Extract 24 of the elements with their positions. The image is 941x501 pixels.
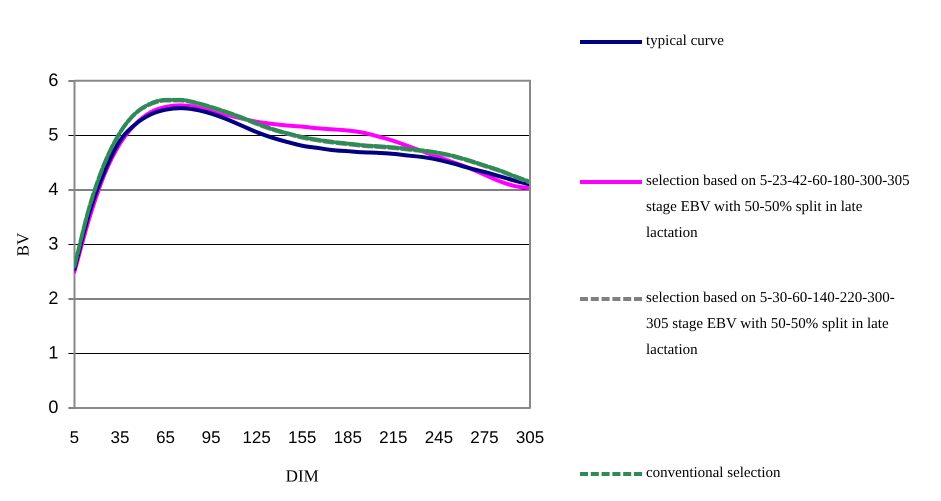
y-tick-label: 6 (48, 70, 58, 90)
x-tick-label: 5 (70, 428, 80, 448)
y-tick-label: 5 (48, 124, 58, 144)
y-tick-label: 0 (48, 397, 58, 418)
y-tick-label: 4 (48, 178, 58, 199)
legend-label: selection based on 5-30-60-140-220-300-305 stage EBV with 50-50% split in late lactation (646, 289, 896, 360)
x-tick-label: 215 (379, 428, 408, 448)
legend-label: selection based on 5-23-42-60-180-300-305 stage EBV with 50-50% split in late lactation (646, 172, 911, 243)
y-tick-label: 2 (48, 288, 58, 308)
x-tick-label: 275 (470, 428, 499, 448)
x-tick-label: 125 (242, 428, 271, 448)
x-tick-label: 65 (156, 428, 175, 448)
x-tick-label: 185 (334, 428, 362, 448)
y-tick-label: 1 (48, 342, 58, 363)
x-tick-label: 155 (288, 428, 316, 448)
x-axis-title: DIM (286, 466, 319, 486)
y-axis-title: BV (14, 232, 33, 256)
x-tick-label: 35 (110, 428, 130, 448)
y-tick-label: 3 (48, 233, 58, 254)
legend-label: conventional selection (646, 464, 782, 483)
x-tick-label: 305 (516, 428, 544, 448)
x-tick-label: 95 (202, 428, 221, 448)
x-tick-label: 245 (424, 428, 454, 448)
legend-label: typical curve (646, 32, 725, 51)
